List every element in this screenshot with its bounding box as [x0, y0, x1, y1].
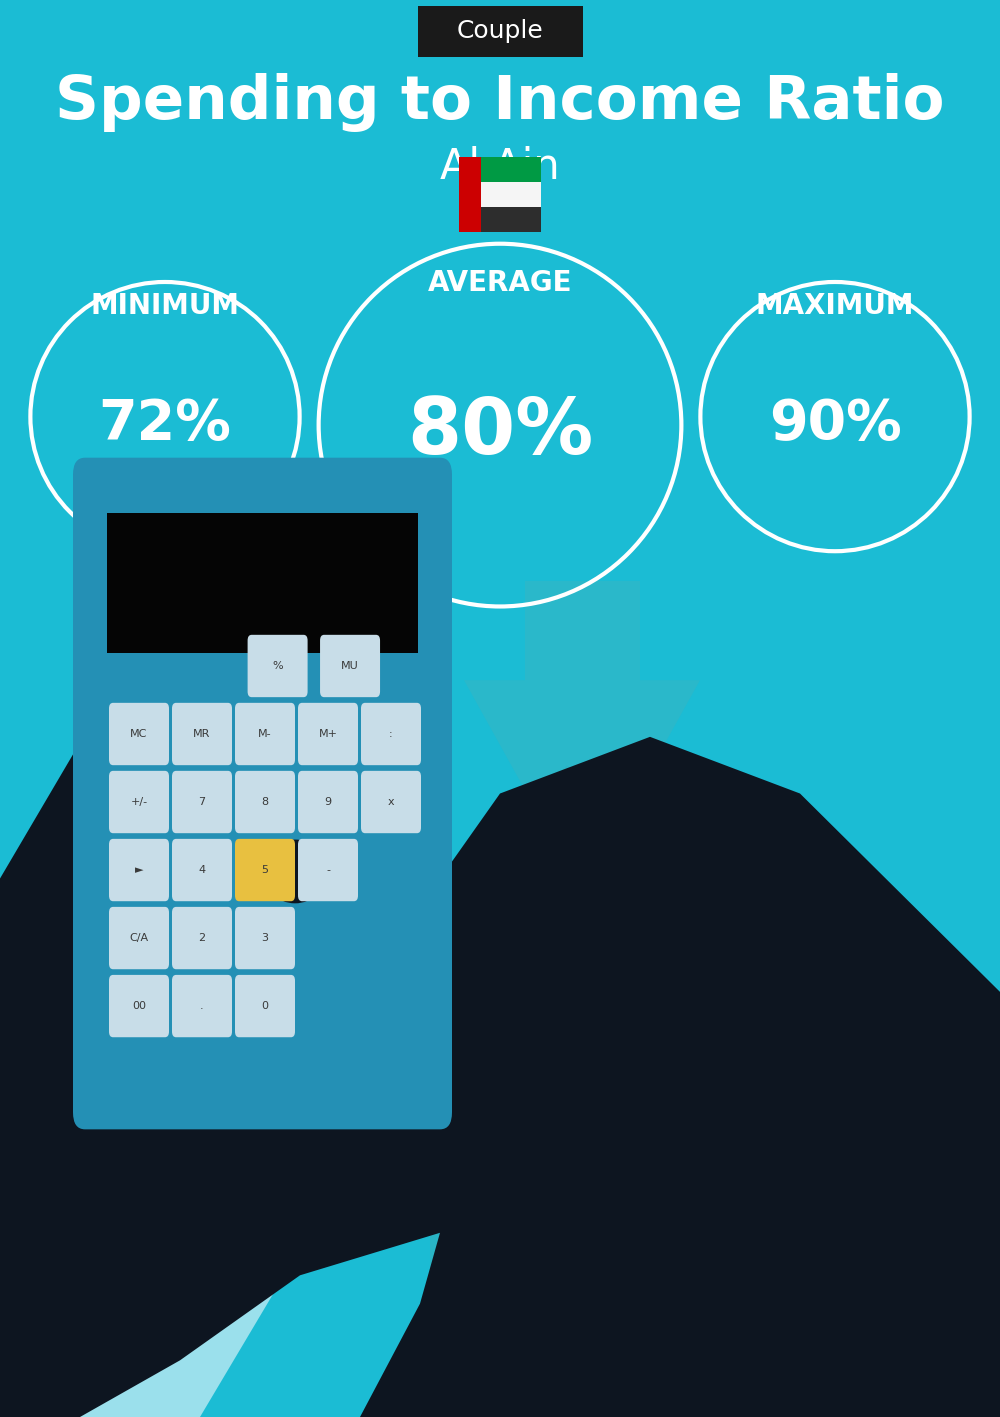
FancyBboxPatch shape — [459, 207, 541, 232]
FancyBboxPatch shape — [172, 975, 232, 1037]
Text: .: . — [200, 1000, 204, 1012]
FancyBboxPatch shape — [109, 839, 169, 901]
FancyBboxPatch shape — [320, 635, 380, 697]
FancyBboxPatch shape — [248, 635, 308, 697]
FancyBboxPatch shape — [690, 1271, 785, 1289]
Polygon shape — [360, 737, 1000, 1417]
FancyBboxPatch shape — [235, 703, 295, 765]
FancyBboxPatch shape — [361, 771, 421, 833]
FancyBboxPatch shape — [690, 1151, 785, 1169]
Text: MINIMUM: MINIMUM — [90, 292, 240, 320]
Polygon shape — [285, 631, 445, 829]
FancyBboxPatch shape — [109, 771, 169, 833]
FancyBboxPatch shape — [73, 458, 452, 1129]
Text: :: : — [389, 728, 393, 740]
FancyBboxPatch shape — [459, 183, 541, 207]
FancyBboxPatch shape — [172, 907, 232, 969]
FancyBboxPatch shape — [459, 157, 541, 183]
Polygon shape — [464, 581, 700, 893]
FancyBboxPatch shape — [361, 703, 421, 765]
Polygon shape — [415, 765, 718, 928]
FancyBboxPatch shape — [235, 771, 295, 833]
Text: -: - — [326, 864, 330, 876]
FancyBboxPatch shape — [235, 907, 295, 969]
Text: MAXIMUM: MAXIMUM — [756, 292, 914, 320]
Text: x: x — [388, 796, 394, 808]
FancyBboxPatch shape — [235, 975, 295, 1037]
Text: MU: MU — [341, 660, 359, 672]
FancyBboxPatch shape — [107, 513, 418, 653]
Text: C/A: C/A — [129, 932, 149, 944]
Text: 00: 00 — [132, 1000, 146, 1012]
Text: MC: MC — [130, 728, 148, 740]
Text: 0: 0 — [262, 1000, 268, 1012]
FancyBboxPatch shape — [459, 157, 481, 232]
FancyBboxPatch shape — [772, 1030, 818, 1078]
FancyBboxPatch shape — [109, 703, 169, 765]
Text: +/-: +/- — [130, 796, 148, 808]
FancyBboxPatch shape — [109, 907, 169, 969]
Text: 9: 9 — [324, 796, 332, 808]
FancyBboxPatch shape — [690, 1223, 785, 1241]
Text: Al Ain: Al Ain — [440, 146, 560, 188]
FancyBboxPatch shape — [235, 839, 295, 901]
Text: 2: 2 — [198, 932, 206, 944]
Text: M-: M- — [258, 728, 272, 740]
Ellipse shape — [728, 1051, 862, 1301]
Text: 90%: 90% — [769, 397, 901, 451]
Text: ►: ► — [135, 864, 143, 876]
FancyBboxPatch shape — [430, 928, 700, 1289]
Text: AVERAGE: AVERAGE — [428, 269, 572, 298]
Text: Spending to Income Ratio: Spending to Income Ratio — [55, 72, 945, 132]
FancyBboxPatch shape — [690, 1247, 785, 1265]
Text: %: % — [272, 660, 283, 672]
Text: MR: MR — [193, 728, 211, 740]
Polygon shape — [0, 574, 440, 1417]
FancyBboxPatch shape — [690, 1127, 785, 1145]
Text: 5: 5 — [262, 864, 268, 876]
Text: 80%: 80% — [407, 394, 593, 470]
Text: M+: M+ — [318, 728, 338, 740]
FancyBboxPatch shape — [298, 839, 358, 901]
Ellipse shape — [262, 839, 328, 904]
Text: $: $ — [883, 1148, 907, 1182]
FancyBboxPatch shape — [690, 1199, 785, 1217]
FancyBboxPatch shape — [636, 762, 662, 850]
Text: $: $ — [780, 1169, 810, 1212]
FancyBboxPatch shape — [298, 703, 358, 765]
FancyBboxPatch shape — [172, 703, 232, 765]
FancyBboxPatch shape — [109, 975, 169, 1037]
FancyBboxPatch shape — [172, 839, 232, 901]
Text: 72%: 72% — [99, 397, 231, 451]
Text: 4: 4 — [198, 864, 206, 876]
FancyBboxPatch shape — [690, 1175, 785, 1193]
FancyBboxPatch shape — [418, 6, 582, 57]
FancyBboxPatch shape — [497, 1127, 567, 1289]
FancyBboxPatch shape — [874, 1020, 916, 1064]
Text: 8: 8 — [261, 796, 269, 808]
Text: Couple: Couple — [457, 20, 543, 43]
Text: 3: 3 — [262, 932, 268, 944]
Text: 7: 7 — [198, 796, 206, 808]
Polygon shape — [0, 1233, 280, 1417]
Polygon shape — [500, 1247, 1000, 1417]
FancyBboxPatch shape — [172, 771, 232, 833]
FancyBboxPatch shape — [298, 771, 358, 833]
Ellipse shape — [842, 1051, 948, 1258]
